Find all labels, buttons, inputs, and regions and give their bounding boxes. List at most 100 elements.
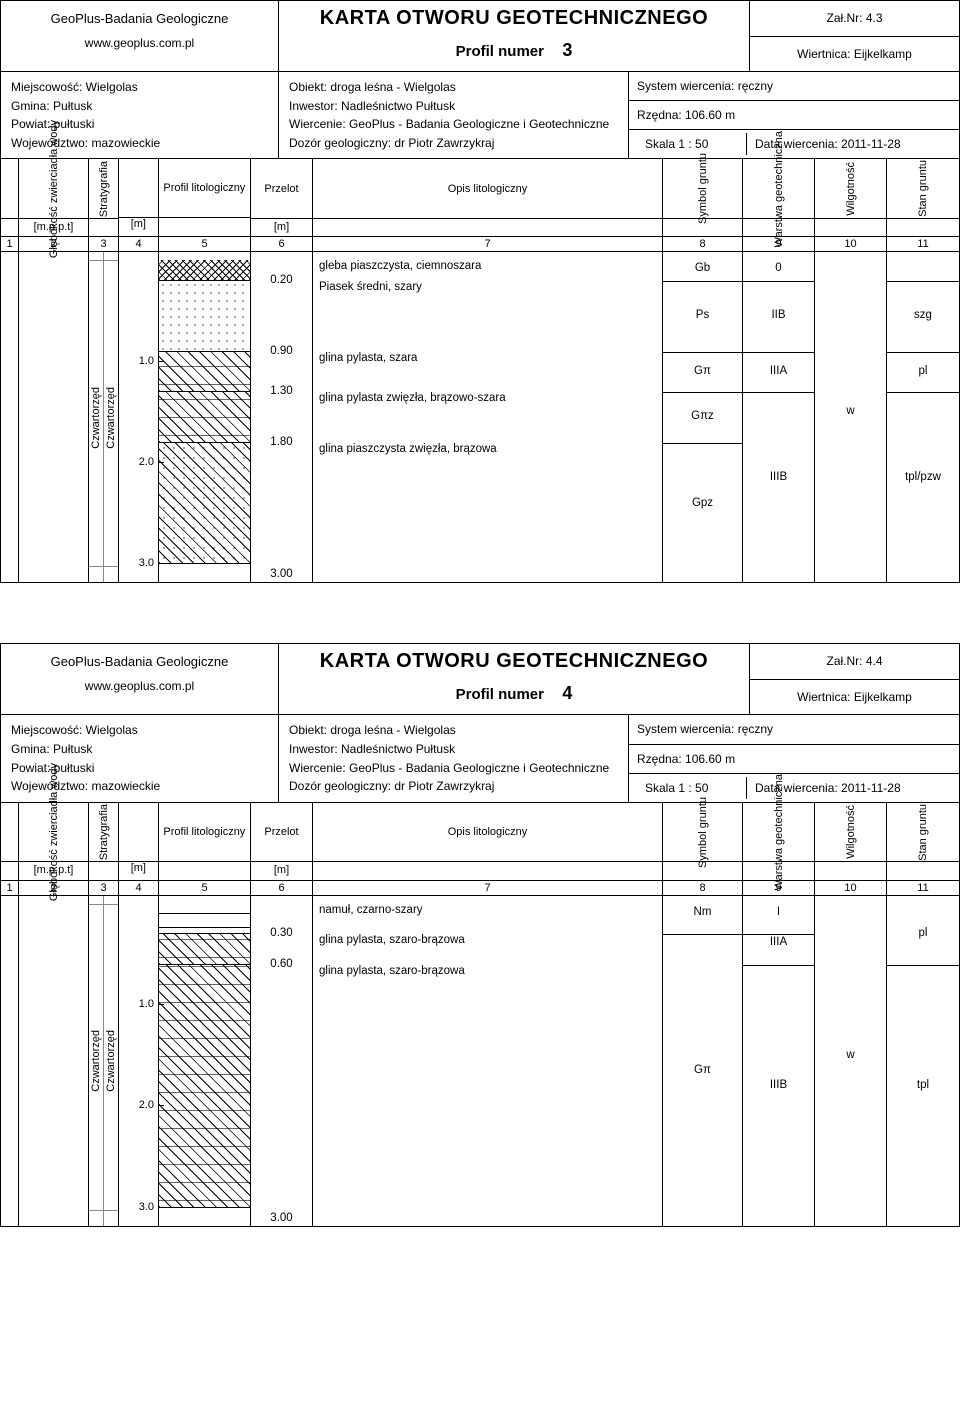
warstwa: IIIB <box>743 1079 814 1091</box>
przelot-value: 1.30 <box>251 385 312 397</box>
przelot-value: 0.90 <box>251 345 312 357</box>
hdr-profil-unit: [m] <box>119 862 159 880</box>
hdr-strat: Stratygrafia <box>98 804 110 860</box>
hdr-stan: Stan gruntu <box>917 804 929 861</box>
hdr-stan: Stan gruntu <box>917 160 929 217</box>
lith-layer <box>159 934 250 964</box>
hdr-przelot-unit: [m] <box>251 218 312 236</box>
przelot-value: 0.60 <box>251 958 312 970</box>
hdr-profil: Profil litologiczny <box>159 803 250 861</box>
warstwa-col: IIIIAIIIB <box>743 896 814 1226</box>
location-block: Miejscowość: Wielgolas Gmina: Pułtusk Po… <box>1 72 279 158</box>
layer-desc: namuł, czarno-szary <box>319 904 423 916</box>
skala-data: Skala 1 : 50 Data wiercenia: 2011-11-28 <box>629 130 959 158</box>
wilg-col: w <box>815 252 886 582</box>
body-row: CzwartorzędCzwartorzęd1.02.03.00.300.603… <box>1 896 959 1226</box>
colnum: 10 <box>815 237 887 251</box>
column-numbers: 1234567891011 <box>1 237 959 252</box>
colnum: 7 <box>313 881 663 895</box>
company-site: www.geoplus.com.pl <box>9 36 270 50</box>
dozor: Dozór geologiczny: dr Piotr Zawrzykraj <box>289 777 618 796</box>
colnum: 4 <box>119 237 159 251</box>
layer-desc: glina pylasta, szaro-brązowa <box>319 965 465 977</box>
warstwa-col: 0IIBIIIAIIIB <box>743 252 814 582</box>
borehole-card: GeoPlus-Badania Geologiczne www.geoplus.… <box>0 0 960 583</box>
warstwa: IIB <box>743 309 814 321</box>
lith-layer <box>159 443 250 565</box>
depth-tick: 1.0 <box>119 355 158 367</box>
lith-layer <box>159 260 250 280</box>
hdr-przelot: Przelot <box>251 160 312 218</box>
stan: szg <box>887 309 959 321</box>
wilg: w <box>815 405 886 417</box>
column-headers: Głębokość zwierciadła wody[m.p.p.t] Stra… <box>1 803 959 881</box>
przelot-end: 3.00 <box>251 1212 312 1224</box>
layer-desc: gleba piaszczysta, ciemnoszara <box>319 260 481 272</box>
colnum: 6 <box>251 881 313 895</box>
company-block: GeoPlus-Badania Geologiczne www.geoplus.… <box>1 644 279 714</box>
doc-title: KARTA OTWORU GEOTECHNICZNEGO <box>287 7 741 30</box>
stan-col: szgpltpl/pzw <box>887 252 959 582</box>
desc-col: namuł, czarno-szary glina pylasta, szaro-… <box>313 896 662 1226</box>
rzedna: Rzędna: 106.60 m <box>629 101 959 130</box>
skala: Skala 1 : 50 <box>637 133 747 155</box>
depth-tick: 3.0 <box>119 1201 158 1213</box>
right-block: Zał.Nr: 4.3 Wiertnica: Eijkelkamp <box>749 1 959 71</box>
wiercenie: Wiercenie: GeoPlus - Badania Geologiczne… <box>289 115 618 134</box>
symbol: Nm <box>663 906 742 918</box>
symbol-col: GbPsGπGπzGpz <box>663 252 742 582</box>
colnum: 1 <box>1 881 19 895</box>
hdr-wilg: Wilgotność <box>845 162 857 216</box>
company-name: GeoPlus-Badania Geologiczne <box>9 654 270 669</box>
colnum: 6 <box>251 237 313 251</box>
company-name: GeoPlus-Badania Geologiczne <box>9 11 270 26</box>
hdr-strat: Stratygrafia <box>98 161 110 217</box>
stan-col: pltpl <box>887 896 959 1226</box>
hdr-symbol: Symbol gruntu <box>697 797 709 868</box>
gmina: Gmina: Pułtusk <box>11 740 268 759</box>
przelot-end: 3.00 <box>251 568 312 580</box>
colnum: 3 <box>89 881 119 895</box>
layer-desc: glina piaszczysta zwięzła, brązowa <box>319 443 497 455</box>
strat-label: Czwartorzęd <box>105 387 117 449</box>
warstwa: IIIB <box>743 471 814 483</box>
symbol: Gπ <box>663 1064 742 1076</box>
miejscowosc: Miejscowość: Wielgolas <box>11 721 268 740</box>
company-site: www.geoplus.com.pl <box>9 679 270 693</box>
body-row: CzwartorzędCzwartorzęd1.02.03.00.200.901… <box>1 252 959 582</box>
strat-label: Czwartorzęd <box>90 1030 102 1092</box>
wilg: w <box>815 1049 886 1061</box>
info-row: Miejscowość: Wielgolas Gmina: Pułtusk Po… <box>1 72 959 159</box>
lith-layer <box>159 904 250 934</box>
colnum: 10 <box>815 881 887 895</box>
miejscowosc: Miejscowość: Wielgolas <box>11 78 268 97</box>
depth-tick: 3.0 <box>119 557 158 569</box>
hdr-profil-unit: [m] <box>119 218 159 236</box>
title-block: KARTA OTWORU GEOTECHNICZNEGO Profil nume… <box>279 644 749 714</box>
object-block: Obiekt: droga leśna - Wielgolas Inwestor… <box>279 72 629 158</box>
hdr-profil: Profil litologiczny <box>159 159 250 217</box>
lith-layer <box>159 281 250 352</box>
depth-tick: 1.0 <box>119 998 158 1010</box>
column-headers: Głębokość zwierciadła wody[m.p.p.t] Stra… <box>1 159 959 237</box>
hdr-opis: Opis litologiczny <box>313 803 662 861</box>
strat-col: CzwartorzędCzwartorzęd <box>89 252 118 582</box>
hdr-przelot-unit: [m] <box>251 861 312 879</box>
layer-desc: glina pylasta, szaro-brązowa <box>319 934 465 946</box>
symbol: Gpz <box>663 497 742 509</box>
lith-layer <box>159 965 250 1208</box>
strat-label: Czwartorzęd <box>105 1030 117 1092</box>
hdr-wilg: Wilgotność <box>845 805 857 859</box>
company-block: GeoPlus-Badania Geologiczne www.geoplus.… <box>1 1 279 71</box>
right-block: Zał.Nr: 4.4 Wiertnica: Eijkelkamp <box>749 644 959 714</box>
symbol: Gπz <box>663 410 742 422</box>
symbol-col: Nm Gπ <box>663 896 742 1226</box>
warstwa: I <box>743 906 814 918</box>
colnum: 1 <box>1 237 19 251</box>
colnum: 7 <box>313 237 663 251</box>
hdr-symbol: Symbol gruntu <box>697 153 709 224</box>
location-block: Miejscowość: Wielgolas Gmina: Pułtusk Po… <box>1 715 279 801</box>
hdr-depth: Głębokość zwierciadła wody <box>48 763 60 901</box>
przelot-value: 0.20 <box>251 274 312 286</box>
wiertnica: Wiertnica: Eijkelkamp <box>750 37 959 72</box>
